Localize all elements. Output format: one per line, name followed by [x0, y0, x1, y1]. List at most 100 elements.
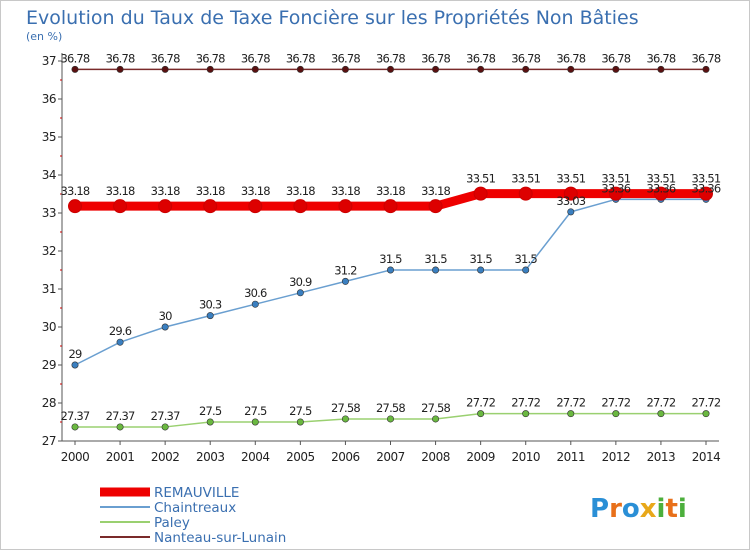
legend-label-nanteau-sur-lunain: Nanteau-sur-Lunain: [154, 530, 286, 546]
data-point: [206, 418, 214, 426]
data-point: [338, 199, 353, 214]
logo-letter: i: [657, 494, 666, 524]
y-tick-label: 30: [42, 320, 56, 334]
data-point: [341, 277, 349, 285]
data-label: 30: [159, 309, 173, 323]
y-tick-label: 35: [42, 130, 56, 144]
logo-letter: i: [678, 494, 687, 524]
x-tick-label: 2012: [602, 450, 631, 464]
data-point: [522, 266, 530, 274]
data-point: [71, 65, 79, 73]
y-tick-label: 28: [42, 396, 56, 410]
data-point: [653, 186, 668, 201]
logo-letter: t: [665, 494, 677, 524]
legend-label-remauville: REMAUVILLE: [154, 485, 239, 501]
data-label: 27.58: [376, 401, 405, 415]
data-label: 36.78: [286, 51, 315, 65]
data-point: [518, 186, 533, 201]
x-tick-label: 2000: [61, 450, 90, 464]
data-point: [116, 338, 124, 346]
x-tick-label: 2013: [647, 450, 676, 464]
data-point: [68, 199, 82, 214]
x-tick-label: 2009: [466, 450, 495, 464]
data-label: 27.58: [331, 401, 360, 415]
data-label: 33.36: [692, 181, 721, 195]
data-label: 27.5: [199, 404, 222, 418]
data-point: [341, 65, 349, 73]
x-tick-label: 2007: [376, 450, 405, 464]
data-point: [612, 65, 620, 73]
data-label: 36.78: [241, 51, 270, 65]
data-label: 27.5: [289, 404, 312, 418]
data-point: [161, 65, 169, 73]
data-label: 30.6: [244, 286, 267, 300]
data-label: 27.58: [421, 401, 450, 415]
data-label: 27.72: [646, 396, 675, 410]
series-line: [74, 198, 706, 366]
data-label: 27.72: [511, 396, 540, 410]
data-label: 36.78: [196, 51, 225, 65]
data-label: 30.3: [199, 298, 222, 312]
data-point: [428, 199, 443, 214]
data-label: 33.18: [196, 184, 225, 198]
data-point: [206, 65, 214, 73]
series-remauville: [68, 186, 713, 214]
data-label: 27.72: [556, 396, 585, 410]
data-label: 33.18: [106, 184, 135, 198]
data-point: [206, 312, 214, 320]
data-point: [293, 199, 308, 214]
data-label: 36.78: [376, 51, 405, 65]
data-point: [386, 266, 394, 274]
data-label: 36.78: [421, 51, 450, 65]
data-label: 36.78: [692, 51, 721, 65]
series-layer: [68, 65, 713, 431]
data-label: 33.36: [601, 181, 630, 195]
data-point: [699, 186, 713, 201]
data-label: 36.78: [646, 51, 675, 65]
data-labels: 36.78 36.78 36.78 36.78 36.78 36.78 36.78 36.78…: [61, 51, 722, 423]
data-label: 36.78: [556, 51, 585, 65]
data-label: 31.5: [424, 252, 447, 266]
data-point: [71, 361, 79, 369]
data-point: [386, 65, 394, 73]
logo-letter: P: [590, 494, 609, 524]
proxiti-logo: Proxiti: [590, 494, 687, 524]
data-label: 27.37: [106, 409, 135, 423]
data-label: 33.51: [692, 172, 721, 186]
data-point: [477, 266, 485, 274]
data-label: 27.37: [151, 409, 180, 423]
data-point: [251, 418, 259, 426]
data-point: [563, 186, 578, 201]
data-point: [612, 410, 620, 418]
data-label: 33.51: [646, 172, 675, 186]
chart-title: Evolution du Taux de Taxe Foncière sur l…: [26, 7, 639, 29]
data-point: [386, 415, 394, 423]
x-tick-label: 2002: [151, 450, 180, 464]
legend: REMAUVILLEChaintreauxPaleyNanteau-sur-Lu…: [100, 485, 286, 546]
data-label: 36.78: [151, 51, 180, 65]
data-label: 36.78: [331, 51, 360, 65]
y-tick-label: 29: [42, 358, 56, 372]
data-label: 31.5: [469, 252, 492, 266]
data-point: [567, 208, 575, 216]
data-label: 31.5: [515, 252, 538, 266]
data-label: 33.18: [61, 184, 90, 198]
y-tick-label: 36: [42, 92, 56, 106]
unit-label: (en %): [26, 30, 62, 43]
data-point: [251, 300, 259, 308]
x-tick-label: 2001: [106, 450, 135, 464]
data-point: [567, 410, 575, 418]
axes: 27 28 29 30 31 32 33 34 35 36 37 2000 2001 2002 2003 20…: [42, 53, 721, 464]
series-nanteau-sur-lunain: [71, 65, 710, 73]
y-tick-label: 34: [42, 168, 56, 182]
data-label: 33.18: [331, 184, 360, 198]
data-point: [702, 65, 710, 73]
x-tick-label: 2005: [286, 450, 315, 464]
data-label: 33.51: [466, 172, 495, 186]
y-tick-label: 32: [42, 244, 56, 258]
data-point: [161, 423, 169, 431]
data-label: 27.5: [244, 404, 267, 418]
data-point: [432, 415, 440, 423]
data-label: 36.78: [511, 51, 540, 65]
